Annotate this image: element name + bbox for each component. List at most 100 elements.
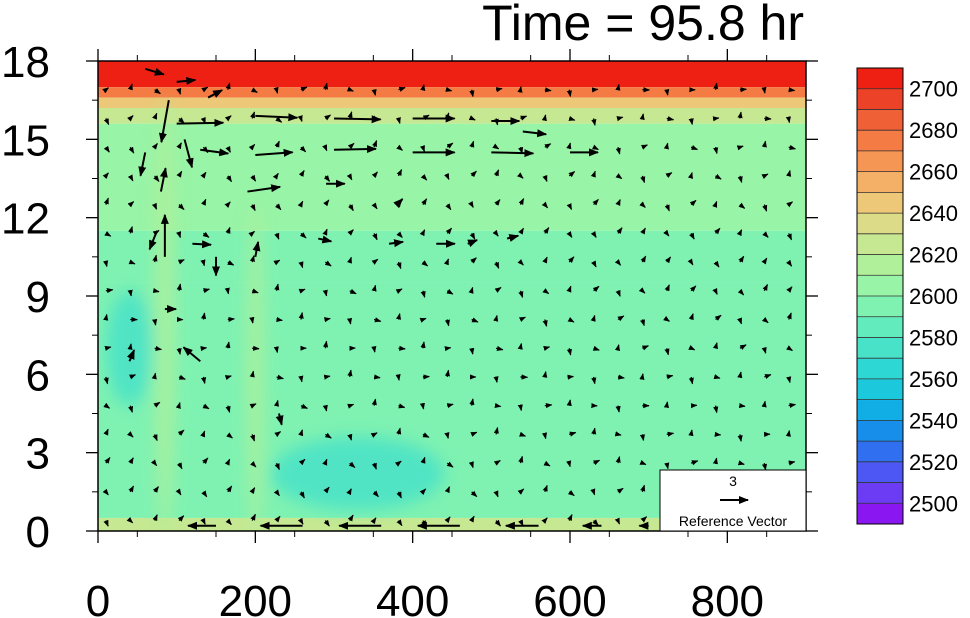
colorbar-label: 2520 xyxy=(909,450,958,475)
wind-vector-small xyxy=(494,402,502,409)
wind-vector-small xyxy=(542,174,548,182)
colorbar-swatch xyxy=(857,296,903,318)
wind-vector-small xyxy=(372,490,379,498)
wind-vector-small xyxy=(395,117,401,125)
wind-vector-small xyxy=(470,431,478,437)
wind-vector-small xyxy=(639,201,646,208)
wind-vector-small xyxy=(762,231,769,238)
wind-vector-small xyxy=(567,514,573,522)
wind-vector-small xyxy=(664,462,670,470)
wind-vector-small xyxy=(640,144,648,150)
wind-vector-small xyxy=(566,285,572,293)
colorbar-label: 2680 xyxy=(909,118,958,143)
wind-vector-small xyxy=(202,457,209,465)
wind-vector-small xyxy=(396,169,403,177)
colorbar-swatch xyxy=(857,316,903,338)
wind-vector-small xyxy=(764,374,772,380)
wind-vector-small xyxy=(495,87,503,93)
wind-vector-small xyxy=(615,199,621,207)
wind-vector-small xyxy=(591,376,597,385)
wind-vector-small xyxy=(738,202,746,209)
wind-vector-small xyxy=(274,140,280,148)
y-tick-label: 3 xyxy=(26,430,50,479)
wind-vector-small xyxy=(422,432,430,438)
colorbar-swatch xyxy=(857,109,903,131)
wind-vector-small xyxy=(446,403,454,409)
wind-vector-small xyxy=(714,431,722,437)
wind-vector-small xyxy=(249,370,255,378)
wind-vector-small xyxy=(176,462,183,470)
wind-vector-small xyxy=(347,111,353,119)
colorbar-swatch xyxy=(857,420,903,442)
wind-vector-small xyxy=(200,171,207,179)
wind-vector-small xyxy=(250,513,256,521)
wind-vector-small xyxy=(592,199,599,206)
wind-vector-small xyxy=(590,231,597,238)
wind-vector xyxy=(333,145,377,154)
wind-vector-small xyxy=(517,404,523,412)
wind-vector-small xyxy=(322,289,328,297)
wind-vector-small xyxy=(761,86,767,94)
wind-vector-small xyxy=(346,173,353,181)
colorbar-swatch xyxy=(857,358,903,380)
wind-vector-small xyxy=(566,203,573,210)
wind-vector-small xyxy=(250,434,256,442)
wind-vector-small xyxy=(544,402,553,409)
wind-vector-small xyxy=(664,88,670,96)
wind-vector-small xyxy=(666,374,674,380)
wind-vector xyxy=(126,349,136,362)
wind-vector-small xyxy=(298,375,304,383)
wind-vector-small xyxy=(273,489,280,497)
wind-vector xyxy=(182,346,201,363)
wind-vector-small xyxy=(712,200,718,208)
wind-vector-small xyxy=(249,316,255,324)
wind-vector-small xyxy=(542,484,548,493)
colorbar-swatch xyxy=(857,68,903,90)
wind-vector-small xyxy=(761,173,769,180)
wind-vector-small xyxy=(492,143,500,150)
wind-vector-small xyxy=(152,514,158,522)
wind-vector-small xyxy=(518,455,524,464)
wind-vector-small xyxy=(322,144,328,152)
colorbar-label: 2640 xyxy=(909,201,958,226)
wind-vector-small xyxy=(517,86,523,93)
wind-vector-small xyxy=(617,374,625,380)
wind-vector-small xyxy=(590,170,596,178)
wind-vector-small xyxy=(761,346,767,354)
wind-vector-small xyxy=(154,345,163,351)
contour-band xyxy=(98,230,806,283)
wind-vector-small xyxy=(614,431,622,437)
wind-vector-small xyxy=(395,312,402,320)
colorbar-label: 2620 xyxy=(909,243,958,268)
wind-vector-small xyxy=(615,456,621,464)
wind-vector-small xyxy=(152,434,158,442)
wind-vector-small xyxy=(421,198,428,206)
wind-vector-small xyxy=(371,284,377,292)
wind-vector-small xyxy=(346,488,352,496)
wind-vector-small xyxy=(347,433,353,441)
wind-vector-small xyxy=(276,316,283,323)
wind-vector-small xyxy=(202,231,210,238)
wind-vector-small xyxy=(739,344,747,350)
wind-vector-small xyxy=(323,175,331,182)
wind-vectors xyxy=(102,67,797,530)
wind-vector-small xyxy=(687,172,693,179)
wind-vector-small xyxy=(347,369,353,378)
wind-vector-small xyxy=(761,140,767,148)
wind-vector-small xyxy=(323,519,330,527)
wind-vector-small xyxy=(468,115,476,121)
chart-title: Time = 95.8 hr xyxy=(482,0,804,51)
wind-vector-small xyxy=(446,461,454,468)
wind-vector-small xyxy=(614,259,622,266)
wind-vector-small xyxy=(322,404,328,412)
wind-vector-small xyxy=(541,201,549,209)
reference-vector-box: 3 Reference Vector xyxy=(659,469,807,532)
wind-vector xyxy=(388,239,405,248)
wind-vector xyxy=(393,198,404,209)
wind-vector-small xyxy=(226,432,233,439)
wind-vector-small xyxy=(786,286,793,293)
wind-vector xyxy=(318,235,333,244)
wind-vector-small xyxy=(103,519,109,527)
wind-vector-small xyxy=(372,233,378,241)
